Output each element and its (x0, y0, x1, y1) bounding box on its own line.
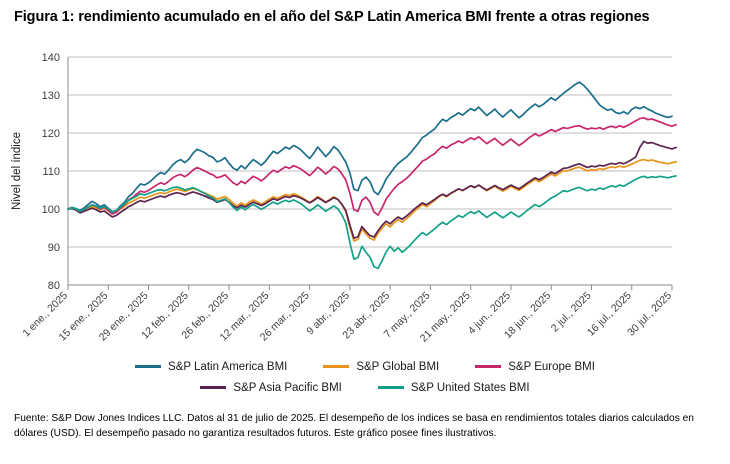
series-line (67, 158, 677, 242)
y-axis-tick-label: 120 (42, 128, 60, 140)
legend-item-europe[interactable]: S&P Europe BMI (475, 361, 595, 373)
y-axis-tick-label: 80 (48, 280, 60, 292)
legend-row-2: S&P Asia Pacific BMI S&P United States B… (0, 377, 730, 398)
legend-label: S&P Global BMI (356, 360, 440, 373)
legend-swatch-icon (475, 365, 502, 368)
legend-swatch-icon (135, 365, 162, 368)
legend-row-1: S&P Latin America BMI S&P Global BMI S&P… (0, 356, 730, 377)
legend-item-united-states[interactable]: S&P United States BMI (377, 381, 530, 394)
y-axis-tick-label: 90 (48, 242, 60, 254)
chart-container: 80 90 100 110 120 130 140 1 ene., 2025 15 ene., … (0, 50, 730, 360)
series-line (67, 140, 677, 240)
y-axis-tick-label: 140 (42, 52, 60, 64)
series-line (67, 116, 677, 216)
legend-item-global[interactable]: S&P Global BMI (323, 361, 439, 373)
legend-swatch-icon (323, 365, 350, 368)
series-line (67, 175, 677, 270)
legend-label: S&P Latin America BMI (168, 360, 288, 373)
page-title: Figura 1: rendimiento acumulado en el añ… (14, 9, 650, 25)
legend-label: S&P United States BMI (410, 381, 530, 394)
legend-item-latin-america[interactable]: S&P Latin America BMI (135, 361, 287, 373)
chart-legend: S&P Latin America BMI S&P Global BMI S&P… (0, 356, 730, 402)
y-axis-tick-label: 130 (42, 90, 60, 102)
legend-swatch-icon (200, 386, 227, 389)
series-line (67, 81, 673, 213)
y-axis-tick-label: 100 (42, 204, 60, 216)
legend-swatch-icon (377, 386, 404, 389)
legend-label: S&P Asia Pacific BMI (233, 381, 342, 394)
y-axis-tick-label: 110 (42, 166, 60, 178)
legend-item-asia-pacific[interactable]: S&P Asia Pacific BMI (200, 381, 342, 394)
source-footnote: Fuente: S&P Dow Jones Indices LLC. Datos… (14, 413, 694, 439)
legend-label: S&P Europe BMI (508, 360, 595, 373)
y-axis-title: Nivel del índice (11, 132, 23, 210)
